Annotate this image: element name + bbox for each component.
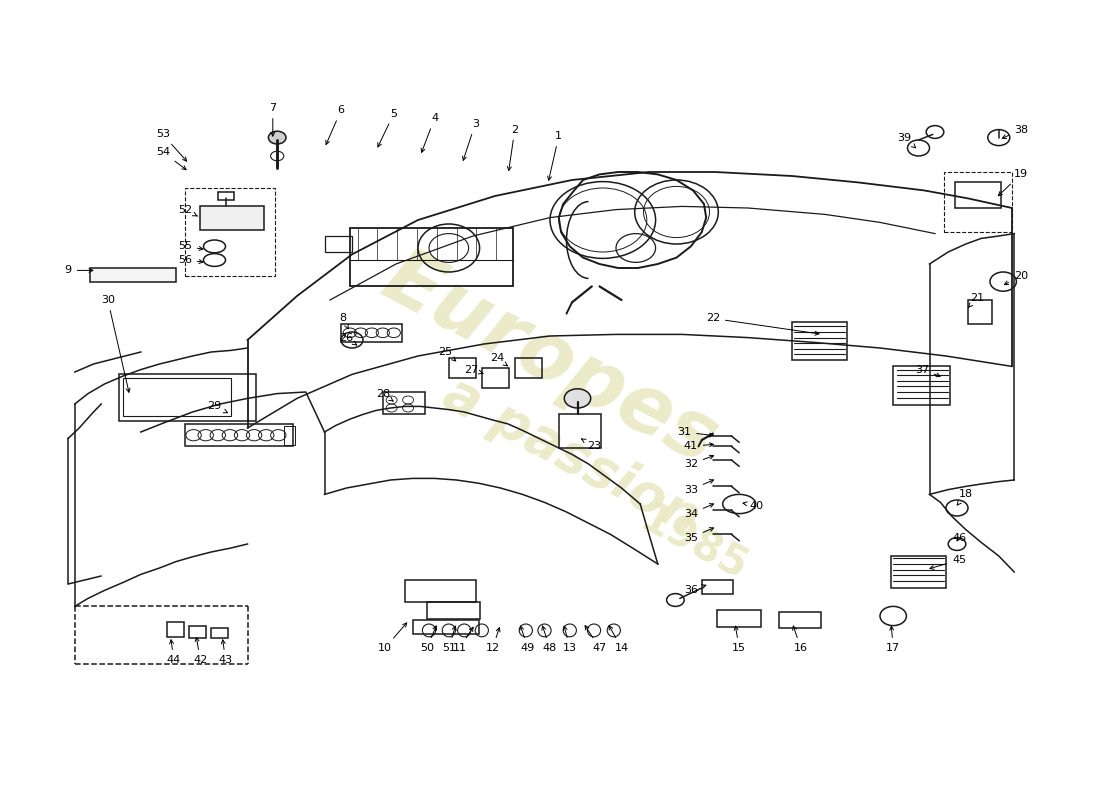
Text: 51: 51 — [442, 626, 456, 653]
Text: 1985: 1985 — [632, 498, 754, 590]
Text: 56: 56 — [178, 255, 204, 265]
Text: 55: 55 — [178, 242, 204, 251]
Text: 28: 28 — [376, 389, 393, 401]
Bar — [955, 182, 1001, 208]
Text: Europes: Europes — [370, 239, 730, 481]
Bar — [341, 324, 402, 342]
Bar — [779, 612, 821, 628]
Text: 24: 24 — [491, 354, 507, 366]
Text: 23: 23 — [582, 439, 601, 451]
Text: 40: 40 — [742, 501, 763, 510]
Text: 43: 43 — [219, 640, 232, 665]
Text: 9: 9 — [65, 266, 92, 275]
Text: 11: 11 — [453, 627, 473, 653]
Text: 20: 20 — [1004, 271, 1027, 285]
Bar — [482, 368, 509, 388]
Bar — [211, 628, 228, 638]
Text: 35: 35 — [684, 528, 714, 542]
Text: 3: 3 — [463, 119, 478, 160]
Bar — [968, 300, 992, 324]
Text: 45: 45 — [930, 555, 966, 570]
Bar — [189, 626, 206, 638]
Bar — [405, 580, 476, 602]
Bar — [350, 228, 513, 286]
Text: 44: 44 — [167, 640, 180, 665]
Bar — [702, 580, 733, 594]
Text: 52: 52 — [178, 205, 197, 216]
Bar — [427, 602, 480, 619]
Bar — [119, 374, 256, 421]
Bar — [891, 556, 946, 588]
Text: 47: 47 — [585, 626, 606, 653]
Text: 54: 54 — [156, 147, 186, 170]
Bar — [449, 358, 476, 378]
Bar — [412, 620, 478, 634]
Text: 48: 48 — [542, 626, 557, 653]
Bar — [123, 378, 231, 416]
Text: 6: 6 — [326, 106, 344, 145]
Text: 26: 26 — [340, 333, 356, 345]
Text: 31: 31 — [678, 427, 714, 437]
Text: 38: 38 — [1002, 125, 1027, 138]
Text: 42: 42 — [194, 638, 207, 665]
Bar — [515, 358, 542, 378]
Text: 8: 8 — [340, 314, 349, 329]
Text: 53: 53 — [156, 130, 187, 161]
Text: 30: 30 — [101, 295, 130, 392]
Text: 18: 18 — [957, 490, 972, 505]
Bar — [185, 424, 293, 446]
Ellipse shape — [268, 131, 286, 144]
Text: 7: 7 — [270, 103, 276, 136]
Text: 5: 5 — [377, 109, 397, 147]
Bar — [167, 622, 184, 637]
Bar — [284, 426, 295, 445]
Bar — [324, 236, 352, 252]
Text: 19: 19 — [999, 170, 1027, 196]
Text: 25: 25 — [439, 347, 455, 361]
Text: 29: 29 — [208, 402, 228, 413]
Bar — [944, 172, 1012, 232]
Bar — [893, 366, 950, 405]
Text: 13: 13 — [563, 626, 576, 653]
Text: 16: 16 — [793, 626, 807, 653]
Text: 32: 32 — [684, 455, 714, 469]
Text: 27: 27 — [464, 365, 483, 374]
Bar — [792, 322, 847, 360]
Bar — [218, 192, 234, 200]
Bar — [200, 206, 264, 230]
Bar — [717, 610, 761, 627]
Text: 46: 46 — [953, 533, 966, 542]
Text: 33: 33 — [684, 480, 714, 494]
Text: 2: 2 — [507, 125, 518, 170]
Text: 21: 21 — [968, 293, 983, 307]
Text: 1: 1 — [548, 131, 562, 180]
Text: 15: 15 — [733, 626, 746, 653]
Text: 4: 4 — [421, 114, 438, 152]
Text: 17: 17 — [887, 626, 900, 653]
Bar — [185, 188, 275, 276]
Text: 36: 36 — [684, 585, 706, 595]
Text: 10: 10 — [378, 623, 407, 653]
Text: 34: 34 — [684, 504, 714, 518]
Text: 41: 41 — [684, 442, 714, 451]
Text: 22: 22 — [706, 314, 820, 335]
Bar — [90, 268, 176, 282]
Ellipse shape — [564, 389, 591, 408]
Text: 39: 39 — [898, 133, 915, 148]
Text: 50: 50 — [420, 626, 437, 653]
Bar — [559, 414, 601, 448]
Text: a passion: a passion — [436, 367, 708, 545]
Text: 37: 37 — [915, 365, 940, 377]
Text: 14: 14 — [609, 626, 628, 653]
Text: 12: 12 — [486, 628, 500, 653]
Bar — [383, 392, 425, 414]
Text: 49: 49 — [520, 626, 535, 653]
